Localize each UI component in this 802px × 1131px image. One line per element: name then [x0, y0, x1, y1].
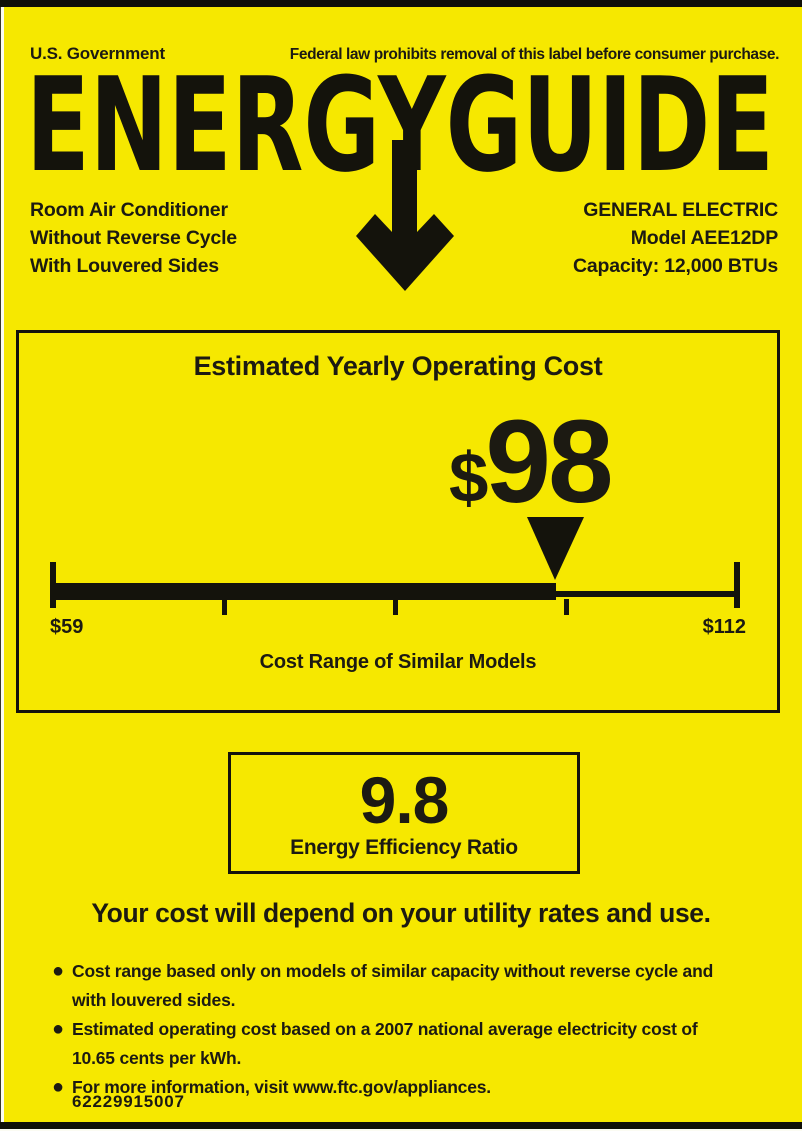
- bullet-icon: ●: [52, 1076, 65, 1098]
- cost-pointer-triangle: [527, 517, 584, 580]
- bottom-white-strip: [0, 1129, 802, 1131]
- cost-amount: 98: [485, 396, 613, 528]
- eer-box: 9.8 Energy Efficiency Ratio: [228, 752, 580, 874]
- scale-right-endcap: [734, 562, 740, 608]
- footnote-text: Cost range based only on models of simil…: [72, 961, 714, 1010]
- eer-label: Energy Efficiency Ratio: [290, 835, 518, 859]
- federal-law-notice: Federal law prohibits removal of this la…: [289, 46, 780, 63]
- scale-tick-75: [564, 599, 569, 615]
- footnote-text: Estimated operating cost based on a 2007…: [72, 1019, 698, 1068]
- cost-range-scale: [50, 517, 740, 615]
- bottom-border-bar: [0, 1122, 802, 1129]
- scale-max-label: $112: [702, 616, 746, 638]
- dollar-sign: $: [449, 439, 488, 518]
- eer-value: 9.8: [359, 762, 450, 837]
- yearly-cost-value: $98: [449, 403, 614, 521]
- scale-tick-50: [393, 599, 398, 615]
- label-serial-code: 62229915007: [72, 1092, 185, 1111]
- bullet-icon: ●: [52, 1018, 65, 1040]
- scale-filled-bar: [50, 583, 556, 600]
- bullet-icon: ●: [52, 960, 65, 982]
- scale-min-label: $59: [50, 616, 84, 638]
- down-arrow-icon: [356, 140, 454, 291]
- operating-cost-box: Estimated Yearly Operating Cost $98 $59 …: [16, 330, 780, 713]
- footnotes-list: ● Cost range based only on models of sim…: [52, 957, 762, 1102]
- footnote-text: For more information, visit www.ftc.gov/…: [72, 1077, 491, 1097]
- footnote-item: ● For more information, visit www.ftc.go…: [52, 1073, 762, 1102]
- scale-thin-line: [556, 591, 740, 597]
- left-white-strip: [1, 7, 4, 1122]
- footnote-item: ● Cost range based only on models of sim…: [52, 957, 762, 1015]
- top-border-bar: [0, 0, 802, 7]
- cost-range-caption: Cost Range of Similar Models: [259, 651, 537, 673]
- left-edge-line: [0, 7, 1, 1131]
- cost-box-title: Estimated Yearly Operating Cost: [193, 351, 603, 381]
- manufacturer-lines: GENERAL ELECTRIC Model AEE12DP Capacity:…: [573, 199, 778, 277]
- footnote-item: ● Estimated operating cost based on a 20…: [52, 1015, 762, 1073]
- cost-disclaimer-headline: Your cost will depend on your utility ra…: [91, 898, 711, 928]
- scale-tick-25: [222, 599, 227, 615]
- us-government-text: U.S. Government: [30, 44, 165, 63]
- down-arrow-shape: [356, 140, 454, 291]
- product-type-lines: Room Air Conditioner Without Reverse Cyc…: [30, 199, 237, 277]
